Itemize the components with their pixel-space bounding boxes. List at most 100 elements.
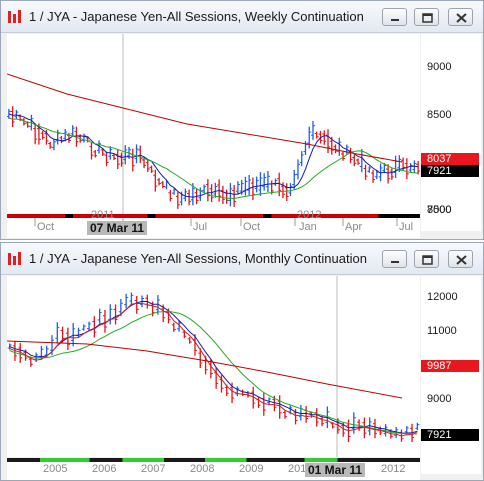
monthly-titlebar[interactable]: 1 / JYA - Japanese Yen-All Sessions, Mon…	[1, 243, 483, 275]
window-title: 1 / JYA - Japanese Yen-All Sessions, Wee…	[29, 9, 364, 24]
x-tick-label: 2009	[239, 463, 264, 475]
ohlc-bar	[118, 298, 123, 317]
y-tick-label: 7500	[427, 204, 452, 216]
ohlc-bar	[213, 182, 218, 198]
ohlc-bar	[160, 181, 165, 189]
minimize-icon	[391, 261, 399, 263]
close-icon	[456, 255, 467, 265]
ohlc-bar	[367, 166, 372, 173]
ohlc-bar	[333, 144, 338, 154]
ohlc-bar	[119, 152, 124, 167]
ohlc-bar	[55, 322, 60, 344]
monthly-chart-window: 1 / JYA - Japanese Yen-All Sessions, Mon…	[0, 242, 484, 481]
ohlc-bar	[224, 189, 229, 204]
ohlc-bar	[130, 148, 135, 172]
ohlc-bar	[262, 173, 267, 191]
ohlc-bar	[153, 169, 158, 192]
ohlc-bar	[232, 184, 237, 207]
ohlc-bar	[102, 310, 107, 333]
ohlc-bar	[81, 133, 86, 143]
ohlc-bar	[96, 140, 101, 154]
x-tick-label: 2012	[297, 209, 322, 221]
ohlc-bar	[187, 189, 192, 206]
ohlc-bar	[65, 327, 70, 351]
ohlc-bar	[190, 183, 195, 206]
x-tick-label: 2005	[43, 463, 68, 475]
ohlc-bars	[7, 292, 420, 443]
ohlc-bar	[92, 316, 97, 338]
weekly-price-plot[interactable]	[6, 34, 421, 214]
window-title: 1 / JYA - Japanese Yen-All Sessions, Mon…	[29, 251, 367, 266]
ohlc-bar	[220, 185, 225, 204]
ohlc-bar	[74, 126, 79, 147]
ohlc-bar	[326, 129, 331, 154]
monthly-price-axis[interactable]	[421, 276, 481, 474]
ohlc-bar	[104, 151, 109, 167]
x-tick-label: 2012	[381, 463, 406, 475]
ohlc-bar	[393, 155, 398, 179]
ohlc-bar	[322, 130, 327, 145]
ohlc-bars	[6, 106, 421, 209]
ohlc-bar	[273, 178, 278, 186]
ohlc-bar	[18, 343, 23, 363]
ohlc-bar	[87, 321, 92, 331]
ohlc-bar	[48, 141, 53, 149]
last-ma-tag: 8037	[421, 153, 479, 165]
ohlc-bar	[284, 183, 289, 201]
ma-slow-line	[6, 73, 403, 163]
ohlc-bar	[386, 164, 391, 184]
ohlc-bar	[371, 169, 376, 183]
ohlc-bar	[34, 352, 39, 363]
restore-button[interactable]	[414, 250, 439, 268]
minimize-button[interactable]	[382, 250, 407, 268]
ohlc-bar	[14, 109, 19, 119]
y-tick-label: 8500	[427, 109, 452, 121]
ohlc-bar	[134, 295, 139, 314]
monthly-price-chart	[6, 276, 420, 457]
ohlc-bar	[247, 174, 252, 196]
ohlc-bar	[145, 159, 150, 173]
ohlc-bar	[250, 177, 255, 200]
weekly-chart-window: 1 / JYA - Japanese Yen-All Sessions, Wee…	[0, 0, 484, 240]
ma-slow-line	[6, 340, 403, 399]
y-tick-label: 11000	[427, 325, 457, 337]
ohlc-bar	[352, 154, 357, 167]
ohlc-bar	[240, 389, 245, 396]
ohlc-bar	[367, 417, 372, 436]
minimize-button[interactable]	[382, 8, 407, 26]
ohlc-bar	[356, 158, 361, 165]
ohlc-bar	[187, 337, 192, 344]
ohlc-bar	[292, 169, 297, 190]
ma-short-line	[9, 302, 418, 437]
ohlc-bar	[198, 348, 203, 368]
ohlc-bar	[363, 164, 368, 180]
weekly-price-axis[interactable]	[421, 34, 481, 231]
ohlc-bar	[299, 151, 304, 167]
ohlc-bar	[198, 187, 203, 202]
ohlc-bar	[359, 149, 364, 173]
ohlc-bar	[81, 324, 86, 331]
ohlc-bar	[415, 422, 420, 431]
ohlc-bar	[258, 172, 263, 196]
monthly-time-axis[interactable]: 2005 2006 2007 2008 2009 201 2012 01 Mar…	[7, 462, 420, 480]
close-button[interactable]	[448, 8, 473, 26]
ohlc-bar	[63, 129, 68, 142]
weekly-time-axis[interactable]: Oct 2011 Jul Oct 2012 Jan Apr Jul 07 Mar…	[7, 209, 420, 238]
ohlc-bar	[192, 334, 197, 356]
weekly-titlebar[interactable]: 1 / JYA - Japanese Yen-All Sessions, Wee…	[1, 1, 483, 33]
ohlc-bar	[235, 181, 240, 195]
monthly-price-plot[interactable]	[6, 276, 420, 457]
ohlc-bar	[404, 158, 409, 180]
close-button[interactable]	[448, 250, 473, 268]
session-band	[7, 214, 420, 218]
ohlc-bar	[59, 136, 64, 144]
x-tick-label: 2008	[190, 463, 215, 475]
ohlc-bar	[113, 304, 118, 325]
y-tick-label: 9000	[427, 393, 452, 405]
restore-button[interactable]	[414, 8, 439, 26]
x-tick-label: Jul	[399, 221, 414, 233]
ohlc-bar	[408, 163, 413, 173]
ma-fast-line	[8, 113, 419, 198]
close-icon	[456, 13, 467, 23]
ohlc-bar	[304, 406, 309, 423]
